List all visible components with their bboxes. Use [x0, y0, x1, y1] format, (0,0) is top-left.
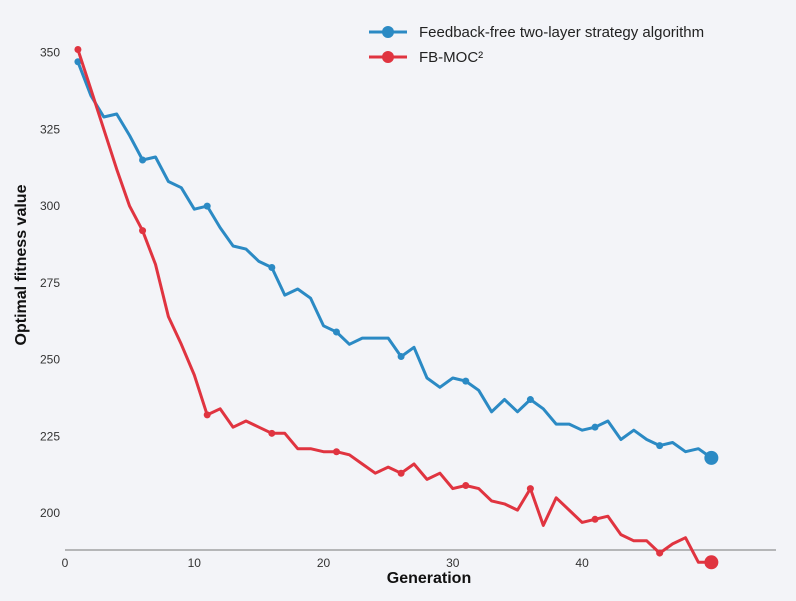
data-point	[332, 328, 340, 336]
data-point	[203, 411, 211, 419]
legend-label-series-1: Feedback-free two-layer strategy algorit…	[419, 24, 704, 41]
series-line	[76, 48, 713, 564]
data-point	[332, 448, 340, 456]
legend-label-series-2: FB-MOC²	[419, 49, 483, 66]
data-point	[656, 442, 664, 450]
data-point	[139, 227, 147, 235]
series-1	[74, 58, 719, 465]
legend-item-series-1: Feedback-free two-layer strategy algorit…	[369, 24, 704, 41]
data-point	[704, 450, 719, 465]
data-point	[139, 156, 147, 164]
y-tick-label: 325	[40, 122, 60, 136]
data-point	[74, 58, 82, 66]
data-point	[526, 485, 534, 493]
data-point	[397, 469, 405, 477]
y-tick-labels: 200 225 250 275 300 325 350	[40, 46, 60, 521]
data-point	[462, 482, 470, 490]
data-point	[203, 202, 211, 210]
data-point	[462, 377, 470, 385]
x-tick-labels: 01020304050	[62, 556, 719, 570]
data-point	[268, 264, 276, 272]
data-point	[591, 515, 599, 523]
series-layer	[74, 45, 719, 570]
x-tick-label: 10	[188, 556, 202, 570]
y-tick-label: 275	[40, 276, 60, 290]
y-tick-label: 200	[40, 506, 60, 520]
x-axis-title: Generation	[387, 570, 471, 587]
x-tick-label: 20	[317, 556, 331, 570]
data-point	[656, 549, 664, 557]
data-point	[526, 396, 534, 404]
y-axis-title: Optimal fitness value	[13, 184, 30, 345]
x-tick-label: 0	[62, 556, 69, 570]
y-tick-label: 225	[40, 429, 60, 443]
series-2	[74, 45, 719, 570]
x-tick-label: 30	[446, 556, 460, 570]
legend-marker-series-1	[382, 26, 394, 38]
data-point	[397, 353, 405, 361]
y-tick-label: 300	[40, 199, 60, 213]
data-point	[74, 45, 82, 53]
legend-marker-series-2	[382, 51, 394, 63]
data-point	[704, 555, 719, 570]
y-tick-label: 350	[40, 46, 60, 60]
series-line	[76, 60, 713, 460]
x-tick-label: 40	[575, 556, 589, 570]
data-point	[591, 423, 599, 431]
y-tick-label: 250	[40, 353, 60, 367]
legend-item-series-2: FB-MOC²	[369, 49, 483, 66]
legend: Feedback-free two-layer strategy algorit…	[369, 24, 704, 66]
data-point	[268, 429, 276, 437]
